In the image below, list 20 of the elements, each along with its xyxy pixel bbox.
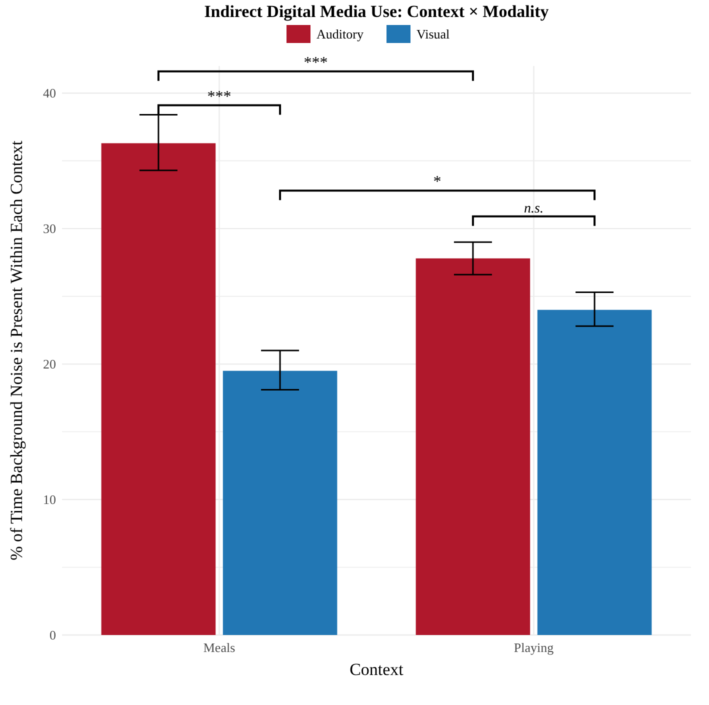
y-tick-label: 30 <box>43 221 56 236</box>
x-tick-label: Playing <box>514 640 554 655</box>
annotation: *** <box>304 54 328 72</box>
annotation: *** <box>207 88 232 106</box>
bar <box>416 258 530 635</box>
chart-title: Indirect Digital Media Use: Context × Modality <box>204 2 550 21</box>
y-tick-label: 0 <box>50 628 56 643</box>
bar <box>101 143 216 635</box>
y-tick-label: 10 <box>43 492 56 508</box>
y-tick-label: 20 <box>43 356 56 372</box>
x-tick-label: Meals <box>203 640 236 655</box>
legend-label: Visual <box>416 26 450 42</box>
bar <box>537 310 652 635</box>
y-axis-title: % of Time Background Noise is Present Within Each Context <box>7 140 26 560</box>
x-axis-title: Context <box>350 660 404 679</box>
bar <box>222 370 338 635</box>
legend-label: Auditory <box>316 26 364 42</box>
annotation: * <box>433 174 442 191</box>
annotation: n.s. <box>524 201 544 216</box>
y-tick-label: 40 <box>43 86 56 101</box>
